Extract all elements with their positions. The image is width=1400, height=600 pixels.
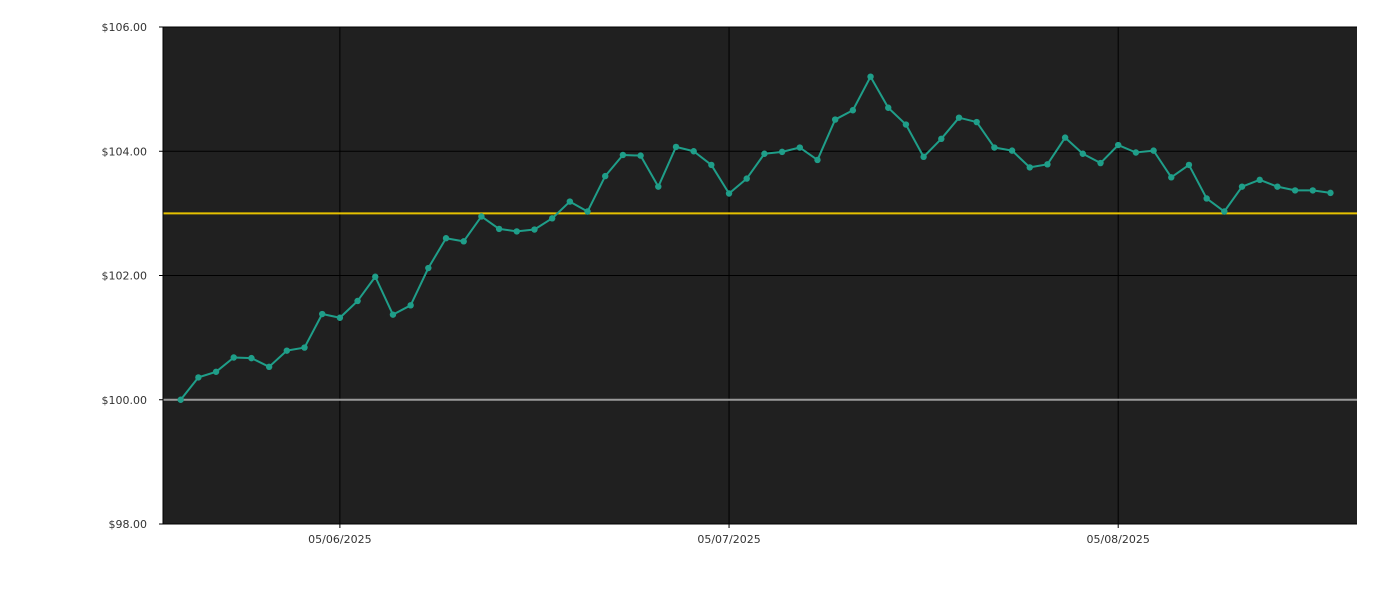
data-point xyxy=(655,183,662,190)
data-point xyxy=(495,225,503,233)
data-point xyxy=(195,374,202,381)
data-point xyxy=(1238,183,1246,190)
x-tick-label: 05/07/2025 xyxy=(697,533,760,546)
data-point xyxy=(672,143,680,151)
data-point xyxy=(425,264,432,272)
data-point xyxy=(1079,150,1087,157)
data-point xyxy=(902,121,910,128)
data-point xyxy=(885,104,892,111)
y-tick-label: $100.00 xyxy=(102,394,148,407)
data-point xyxy=(778,148,786,156)
data-point xyxy=(354,297,361,305)
data-point xyxy=(849,107,857,114)
data-point xyxy=(389,311,397,318)
data-point xyxy=(1185,161,1193,169)
data-point xyxy=(619,151,627,159)
data-point xyxy=(372,273,379,280)
reference-lines xyxy=(163,212,1357,401)
data-point xyxy=(991,144,998,151)
data-point xyxy=(708,161,715,169)
data-point xyxy=(1061,134,1069,141)
data-point xyxy=(460,238,467,245)
data-point xyxy=(920,153,927,161)
data-point xyxy=(814,156,821,164)
data-point xyxy=(442,235,450,242)
data-point xyxy=(407,302,414,309)
data-point xyxy=(955,114,963,121)
data-point xyxy=(248,354,255,362)
data-point xyxy=(602,172,609,180)
data-point xyxy=(1008,147,1016,154)
data-point xyxy=(1115,141,1122,149)
data-point xyxy=(1097,159,1104,167)
data-point xyxy=(566,198,574,205)
data-point xyxy=(938,135,945,143)
y-tick-label: $102.00 xyxy=(102,270,148,283)
data-point xyxy=(1221,208,1228,215)
data-point xyxy=(336,314,344,321)
data-point xyxy=(867,73,874,80)
data-point xyxy=(584,208,591,215)
data-point xyxy=(637,152,644,159)
data-point xyxy=(1291,187,1299,194)
data-point xyxy=(319,310,326,318)
y-tick-label: $106.00 xyxy=(102,21,148,34)
data-point xyxy=(1256,176,1263,184)
data-point xyxy=(725,190,733,197)
data-point xyxy=(478,213,485,220)
data-point xyxy=(796,144,803,151)
axes: $98.00 $100.00 $102.00 $104.00 $106.00 05/06/… xyxy=(102,21,1357,546)
data-point xyxy=(973,118,980,126)
series-layer xyxy=(177,73,1334,403)
data-point xyxy=(1026,164,1033,171)
data-point xyxy=(265,363,273,371)
data-point xyxy=(1168,174,1175,181)
x-tick-label: 05/06/2025 xyxy=(308,533,371,546)
data-point xyxy=(690,148,697,155)
data-point xyxy=(531,226,538,233)
data-point xyxy=(1274,183,1281,190)
x-tick-label: 05/08/2025 xyxy=(1086,533,1149,546)
data-point xyxy=(548,215,556,222)
data-point xyxy=(212,368,220,375)
y-tick-label: $104.00 xyxy=(102,145,148,158)
data-point xyxy=(1327,189,1334,197)
data-point xyxy=(761,150,768,157)
data-point xyxy=(1203,195,1210,202)
data-point xyxy=(743,175,750,182)
data-point xyxy=(230,354,237,361)
data-point xyxy=(177,396,184,403)
data-point xyxy=(831,116,839,123)
data-point xyxy=(1132,149,1140,156)
y-tick-label: $98.00 xyxy=(109,518,148,531)
data-point xyxy=(301,344,308,351)
data-point xyxy=(1150,147,1157,154)
data-point xyxy=(513,228,520,235)
data-point xyxy=(1309,187,1316,194)
data-point xyxy=(1044,161,1051,168)
data-point xyxy=(283,347,291,354)
